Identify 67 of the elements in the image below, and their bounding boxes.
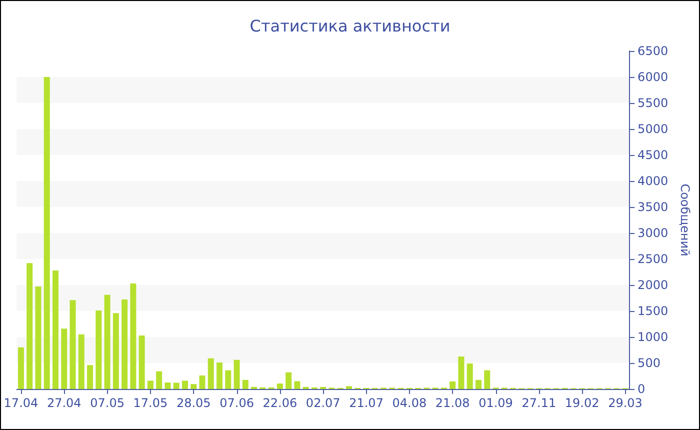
bar	[122, 300, 128, 389]
bar	[242, 380, 248, 389]
bar	[156, 371, 162, 389]
bar	[112, 313, 119, 389]
bar	[96, 310, 102, 389]
x-tick-label: 21.08	[435, 396, 470, 410]
y-tick-label: 4000	[638, 174, 668, 188]
bar	[182, 380, 188, 389]
chart-title: Статистика активности	[250, 16, 450, 36]
y-axis-title: Сообщений	[678, 184, 692, 256]
bar	[208, 358, 214, 389]
bar	[466, 364, 473, 389]
bar	[87, 365, 94, 389]
bar	[52, 270, 58, 389]
x-tick-label: 17.05	[133, 396, 168, 410]
bar	[450, 381, 456, 389]
bar	[61, 328, 68, 389]
y-tick-label: 1000	[638, 330, 668, 344]
y-tick-label: 3000	[638, 226, 668, 240]
bar	[70, 300, 76, 389]
bar	[173, 382, 180, 389]
bar	[164, 382, 171, 389]
y-tick-label: 500	[638, 356, 660, 370]
bar	[130, 283, 136, 389]
bar	[286, 372, 292, 389]
bar	[234, 360, 240, 389]
bar	[475, 380, 482, 389]
x-tick-label: 04.08	[392, 396, 427, 410]
y-tick-label: 3500	[638, 200, 668, 214]
bar	[104, 294, 110, 389]
x-tick-label: 17.04	[4, 396, 38, 410]
bar	[35, 286, 42, 389]
bar	[216, 362, 223, 389]
bar	[276, 384, 283, 389]
y-tick-label: 5500	[638, 96, 668, 110]
y-tick-label: 6500	[638, 44, 668, 58]
bar	[190, 384, 197, 389]
x-tick-label: 07.06	[220, 396, 254, 410]
bar	[458, 356, 464, 389]
bar	[78, 334, 84, 389]
y-tick-label: 0	[638, 382, 646, 396]
x-tick-label: 19.02	[564, 396, 600, 410]
y-tick-label: 5000	[638, 122, 668, 136]
y-tick-label: 2000	[638, 278, 668, 292]
x-tick-label: 02.07	[306, 396, 340, 410]
y-tick-label: 6000	[638, 70, 668, 84]
bar	[18, 347, 24, 389]
x-tick-label: 29.03	[608, 396, 642, 410]
x-tick-label: 07.05	[90, 396, 124, 410]
bar	[26, 263, 33, 389]
bar	[294, 381, 300, 389]
bar	[138, 335, 145, 389]
y-tick-label: 1500	[638, 304, 668, 318]
x-tick-label: 27.04	[46, 396, 82, 410]
bar	[346, 386, 352, 389]
bar	[44, 77, 50, 389]
y-tick-label: 4500	[638, 148, 668, 162]
x-tick-label: 28.05	[176, 396, 211, 410]
x-tick-label: 22.06	[262, 396, 298, 410]
bar	[199, 375, 206, 389]
x-tick-label: 21.07	[349, 396, 384, 410]
x-tick-label: 27.11	[522, 396, 556, 410]
y-tick-label: 2500	[638, 252, 668, 266]
bar	[225, 370, 232, 389]
bar	[147, 380, 154, 389]
x-tick-label: 01.09	[478, 396, 513, 410]
bar	[484, 370, 490, 389]
